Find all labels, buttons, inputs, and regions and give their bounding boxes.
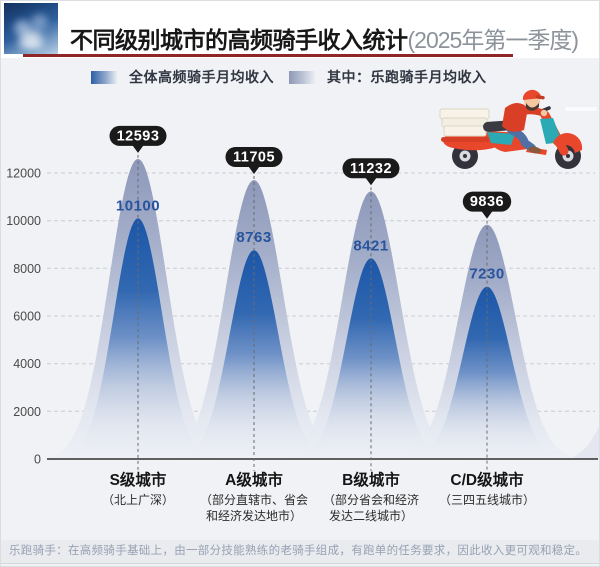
- legend-label-all-riders: 全体高频骑手月均收入: [129, 69, 274, 85]
- callout-value: 11232: [350, 161, 392, 177]
- inner-bell-B级城市: [293, 258, 449, 459]
- footer-note: 乐跑骑手：在高频骑手基础上，由一部分技能熟练的老骑手组成，有跑单的任务要求，因此…: [1, 540, 599, 564]
- title-main-text: 不同级别城市的高频骑手收入统计: [70, 27, 408, 53]
- brand-logo: [4, 3, 58, 54]
- page-title: 不同级别城市的高频骑手收入统计(2025年第一季度): [70, 21, 579, 55]
- callout-value: 9836: [470, 194, 504, 210]
- y-tick-label-10000: 10000: [6, 214, 41, 228]
- footer-note-text: 乐跑骑手：在高频骑手基础上，由一部分技能熟练的老骑手组成，有跑单的任务要求，因此…: [9, 545, 588, 557]
- inner-bell-S级城市: [60, 218, 216, 459]
- logo-blur-art: [10, 11, 52, 49]
- inner-value-label: 8763: [236, 229, 271, 246]
- chart-legend: 全体高频骑手月均收入 其中：乐跑骑手月均收入: [91, 67, 487, 87]
- delivery-box: [439, 108, 490, 137]
- scooter-and-rider: [439, 89, 583, 169]
- title-underline: [23, 54, 513, 57]
- edge-bell-tail: [567, 425, 599, 459]
- inner-value-label: 7230: [469, 266, 504, 283]
- category-sublabel: 和经济发达地市）: [206, 508, 302, 523]
- category-sublabel: （三四五线城市）: [439, 492, 535, 507]
- category-sublabel: （北上广深）: [102, 493, 174, 507]
- title-period-text: (2025年第一季度): [407, 27, 579, 53]
- y-tick-label-0: 0: [34, 453, 41, 467]
- callout-value: 11705: [233, 150, 275, 166]
- motion-streaks: [565, 107, 597, 111]
- category-label-C/D级城市: C/D级城市: [450, 470, 524, 489]
- y-tick-label-12000: 12000: [6, 167, 41, 181]
- category-label-B级城市: B级城市: [342, 470, 400, 489]
- legend-item-all-riders: 全体高频骑手月均收入: [91, 67, 274, 87]
- legend-item-lepao-riders: 其中：乐跑骑手月均收入: [289, 67, 487, 87]
- category-sublabel: （部分省会和经济: [323, 492, 419, 507]
- rider: [502, 89, 548, 154]
- peak-callout-S级城市: 12593: [109, 125, 167, 153]
- inner-value-label: 10100: [116, 197, 160, 214]
- legend-swatch-lepao-riders: [289, 70, 315, 84]
- peak-callout-C/D级城市: 9836: [462, 191, 512, 219]
- category-sublabel: （部分直辖市、省会: [200, 492, 308, 507]
- category-label-S级城市: S级城市: [110, 470, 167, 489]
- header: 不同级别城市的高频骑手收入统计(2025年第一季度): [1, 1, 599, 58]
- delivery-rider-illustration: [439, 89, 597, 169]
- y-tick-label-4000: 4000: [13, 357, 41, 371]
- peak-callout-A级城市: 11705: [225, 147, 283, 175]
- y-tick-label-6000: 6000: [13, 310, 41, 324]
- inner-bell-A级城市: [176, 250, 332, 459]
- category-label-A级城市: A级城市: [225, 470, 283, 489]
- legend-label-lepao-riders: 其中：乐跑骑手月均收入: [327, 69, 487, 85]
- category-sublabel: 发达二线城市）: [329, 508, 413, 523]
- y-tick-label-2000: 2000: [13, 405, 41, 419]
- inner-value-label: 8421: [353, 237, 388, 254]
- legend-swatch-all-riders: [91, 70, 117, 84]
- peak-callout-B级城市: 11232: [342, 158, 400, 186]
- callout-value: 12593: [117, 128, 160, 144]
- y-tick-label-8000: 8000: [13, 262, 41, 276]
